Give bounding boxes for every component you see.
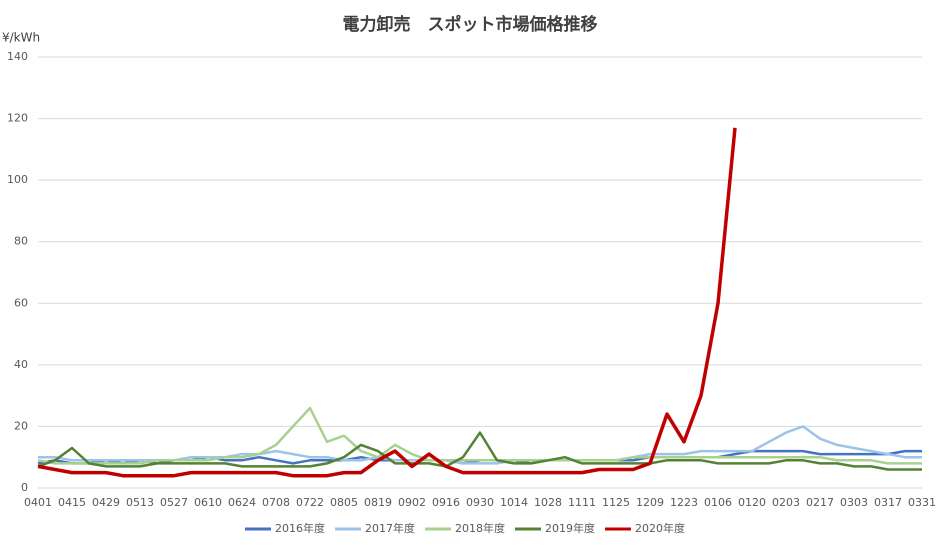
- x-tick-label: 1223: [670, 496, 698, 509]
- x-tick-label: 0203: [772, 496, 800, 509]
- x-tick-label: 1014: [500, 496, 528, 509]
- x-tick-label: 0106: [704, 496, 732, 509]
- x-tick-label: 0708: [262, 496, 290, 509]
- x-tick-label: 0303: [840, 496, 868, 509]
- x-tick-label: 0429: [92, 496, 120, 509]
- y-tick-label: 20: [14, 419, 28, 432]
- legend-label: 2017年度: [365, 521, 415, 535]
- x-tick-label: 0217: [806, 496, 834, 509]
- y-axis-label: ¥/kWh: [2, 31, 40, 45]
- x-tick-label: 1028: [534, 496, 562, 509]
- x-tick-label: 1111: [568, 496, 596, 509]
- y-tick-label: 40: [14, 358, 28, 371]
- x-tick-label: 0819: [364, 496, 392, 509]
- x-tick-label: 1209: [636, 496, 664, 509]
- legend-label: 2016年度: [275, 521, 325, 535]
- x-tick-label: 0916: [432, 496, 460, 509]
- x-tick-label: 0624: [228, 496, 256, 509]
- x-tick-label: 0120: [738, 496, 766, 509]
- series-line: [37, 431, 922, 471]
- legend-label: 2019年度: [545, 521, 595, 535]
- y-tick-label: 60: [14, 296, 28, 309]
- x-tick-label: 0902: [398, 496, 426, 509]
- y-tick-label: 120: [7, 112, 28, 125]
- series-line: [37, 127, 737, 478]
- x-tick-label: 0610: [194, 496, 222, 509]
- x-tick-label: 0722: [296, 496, 324, 509]
- x-tick-label: 0317: [874, 496, 902, 509]
- series-line: [37, 406, 922, 465]
- legend-label: 2018年度: [455, 521, 505, 535]
- legend-label: 2020年度: [635, 521, 685, 535]
- x-tick-label: 0527: [160, 496, 188, 509]
- y-tick-label: 0: [21, 481, 28, 494]
- x-tick-label: 0415: [58, 496, 86, 509]
- y-tick-label: 80: [14, 235, 28, 248]
- x-tick-label: 0401: [24, 496, 52, 509]
- series-line: [38, 425, 922, 465]
- x-tick-label: 0805: [330, 496, 358, 509]
- y-tick-label: 100: [7, 173, 28, 186]
- x-tick-label: 1125: [602, 496, 630, 509]
- chart-title: 電力卸売 スポット市場価格推移: [343, 14, 598, 35]
- x-tick-label: 0513: [126, 496, 154, 509]
- y-tick-label: 140: [7, 50, 28, 63]
- x-tick-label: 0331: [908, 496, 936, 509]
- x-tick-label: 0930: [466, 496, 494, 509]
